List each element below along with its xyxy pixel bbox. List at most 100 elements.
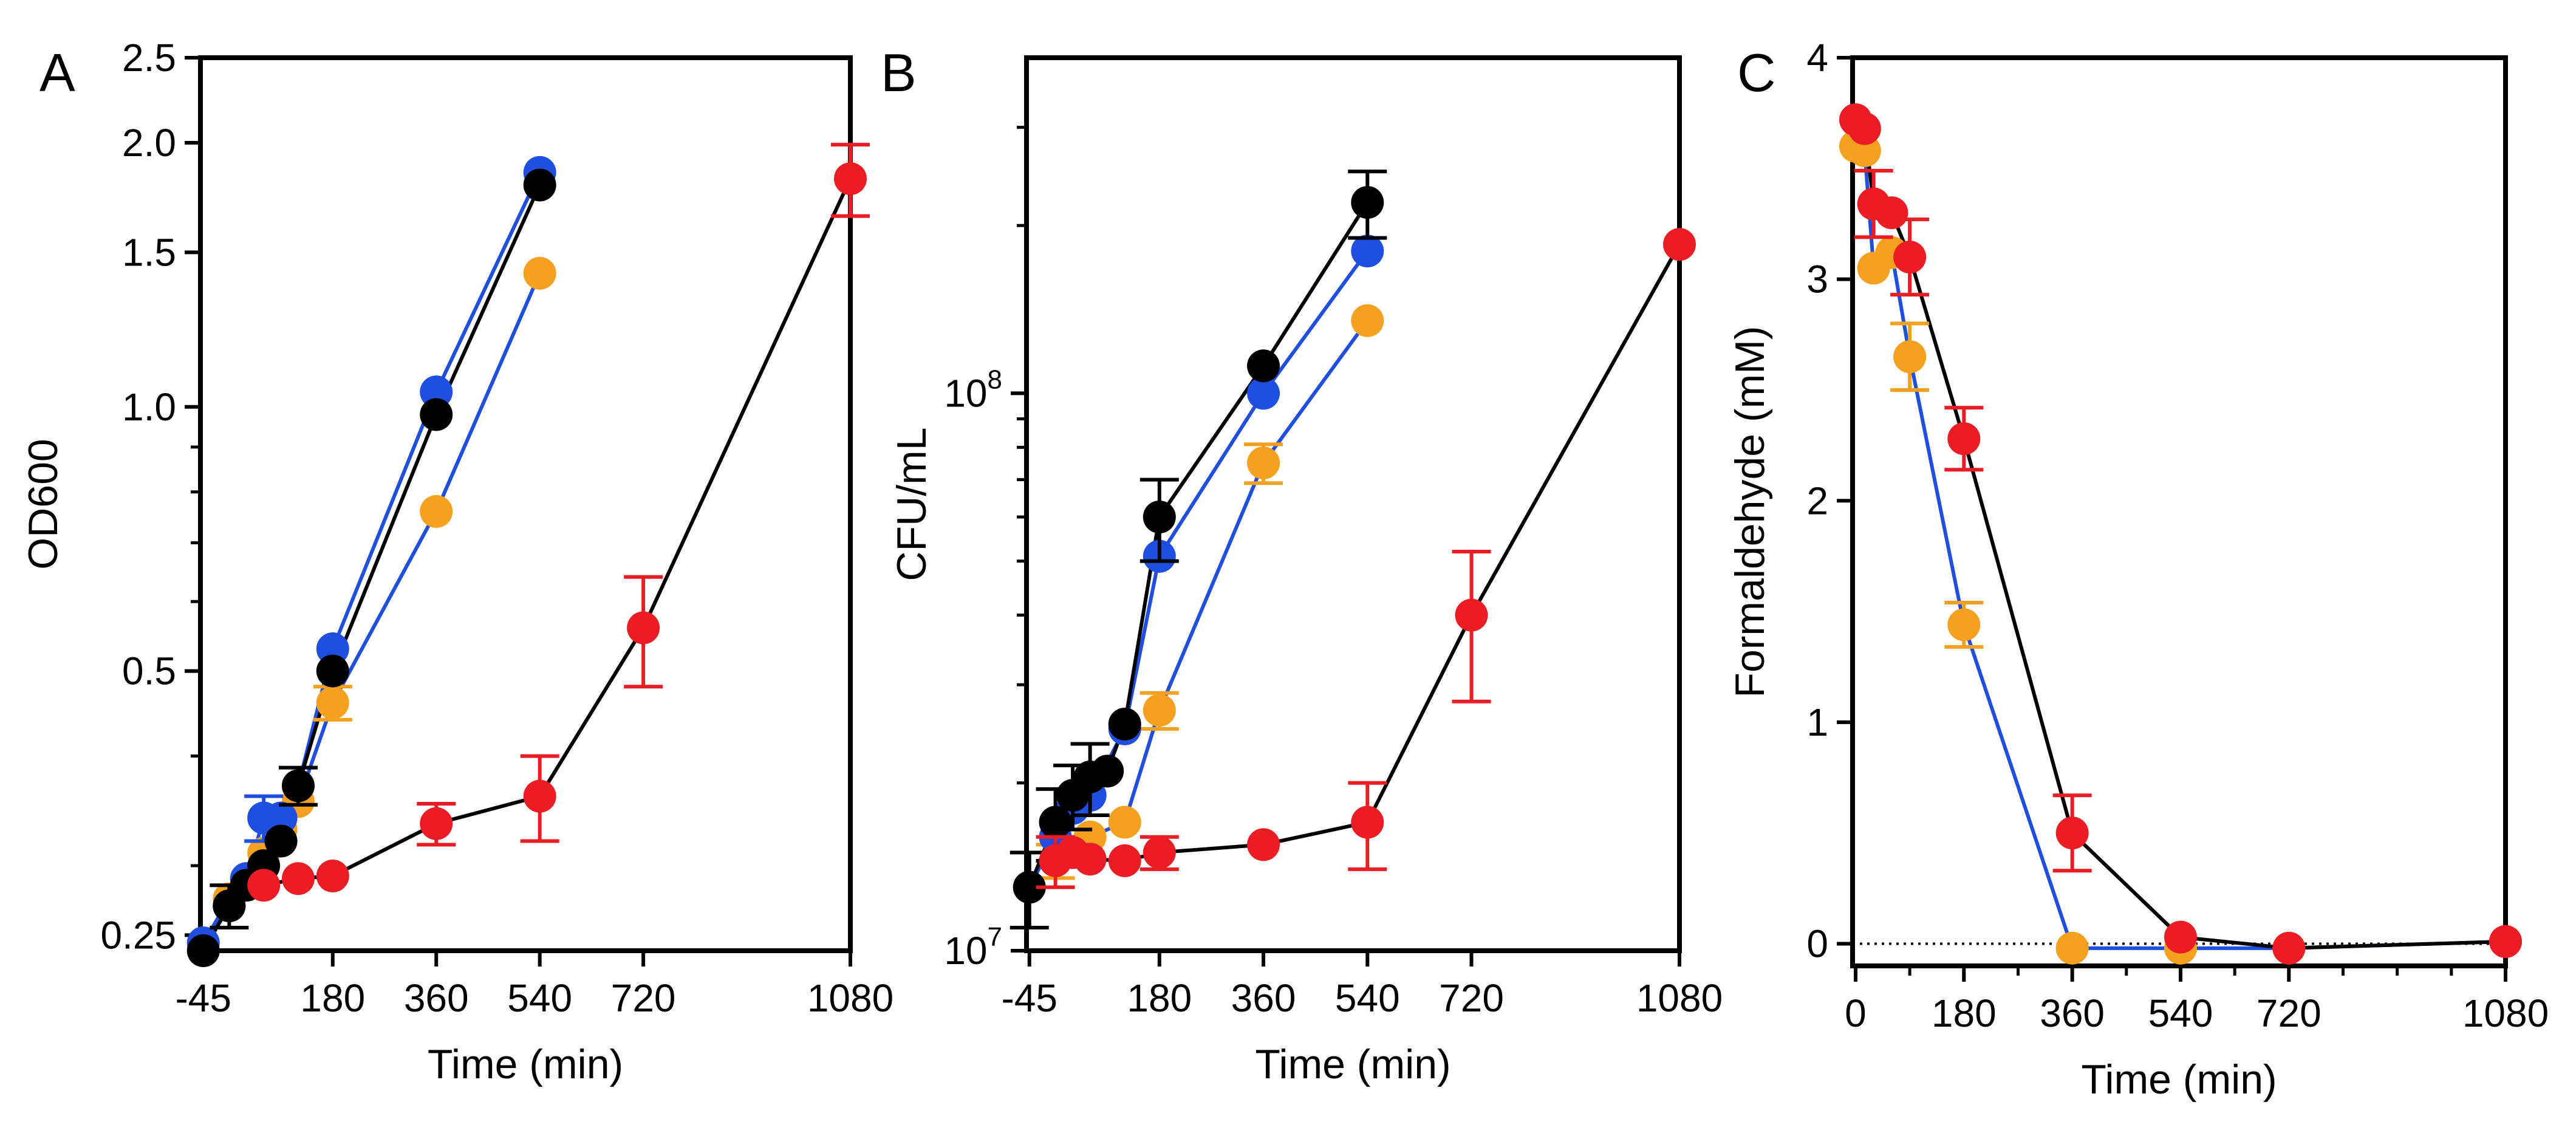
panel-letter: A [39, 43, 75, 103]
series-markers [186, 143, 870, 967]
data-point-orange [1947, 608, 1981, 642]
data-point-orange [1247, 447, 1280, 480]
data-point-black [1013, 871, 1046, 904]
data-point-red [1455, 598, 1488, 632]
data-point-red [2489, 925, 2522, 958]
y-tick-label-exponent: 8 [988, 364, 1002, 394]
x-tick-label: 180 [1932, 991, 1997, 1035]
data-point-black [264, 824, 298, 858]
x-axis-title: Time (min) [428, 1041, 623, 1087]
y-tick-label-base: 10 [944, 929, 987, 973]
x-tick-label: -45 [175, 976, 231, 1020]
data-point-red [281, 862, 315, 895]
data-point-red [1663, 228, 1696, 261]
x-tick-label: -45 [1002, 976, 1058, 1020]
y-tick-label: 0 [1806, 922, 1828, 966]
x-tick-label: 720 [2257, 991, 2321, 1035]
x-tick-label: 720 [611, 976, 676, 1020]
data-point-orange [1893, 340, 1927, 374]
x-tick-label: 540 [507, 976, 572, 1020]
data-point-red [1947, 422, 1981, 456]
data-point-black [1091, 754, 1124, 788]
data-point-red [1351, 806, 1384, 839]
data-point-red [1848, 112, 1881, 145]
series-line-orange [1854, 145, 2506, 950]
data-point-red [627, 611, 660, 645]
x-tick-label: 180 [300, 976, 365, 1020]
plot-frame [1850, 55, 2508, 968]
data-point-red [2164, 920, 2197, 954]
data-point-red [1143, 836, 1176, 869]
y-tick-label: 0.25 [100, 913, 176, 957]
x-tick-label: 1080 [807, 976, 893, 1020]
data-point-orange [2055, 931, 2089, 965]
data-point-black [523, 168, 556, 202]
data-point-black [1351, 186, 1384, 219]
data-point-orange [1108, 806, 1141, 839]
data-point-orange [523, 256, 556, 290]
data-point-orange [1351, 304, 1384, 337]
series-markers [1839, 103, 2522, 965]
data-point-red [834, 162, 867, 196]
y-tick-label: 2.0 [122, 121, 176, 165]
y-tick-label-exponent: 7 [988, 922, 1002, 952]
panel-letter: C [1737, 43, 1776, 103]
data-point-black [1143, 500, 1176, 533]
data-point-blue [1351, 234, 1384, 268]
data-point-red [420, 807, 453, 840]
y-tick-label: 3 [1806, 258, 1828, 301]
data-point-blue [1247, 377, 1280, 410]
data-point-black [1247, 349, 1280, 383]
data-point-red [1893, 241, 1927, 274]
plot-frame [198, 55, 853, 953]
y-axis-title: Formaldehyde (mM) [1727, 326, 1773, 697]
x-tick-label: 180 [1127, 976, 1192, 1020]
y-tick-label: 1 [1806, 700, 1828, 744]
x-tick-label: 0 [1845, 991, 1867, 1035]
y-tick-label: 1.0 [122, 385, 176, 429]
data-point-red [2055, 816, 2089, 850]
data-point-black [186, 934, 220, 967]
y-axis-title: CFU/mL [889, 427, 935, 581]
data-point-red [1073, 843, 1107, 876]
series-markers [1010, 169, 1696, 930]
series-line-black [202, 184, 542, 952]
data-point-black [281, 769, 315, 802]
y-tick-label: 4 [1806, 36, 1828, 80]
data-point-blue [420, 375, 453, 409]
plot-frame [1024, 55, 1682, 953]
y-axis-title: OD600 [20, 439, 66, 569]
x-tick-label: 360 [1231, 976, 1296, 1020]
x-tick-label: 540 [1335, 976, 1400, 1020]
series-lines [202, 171, 852, 952]
x-tick-label: 1080 [2462, 991, 2549, 1035]
panel-c: C 0 180 360 540 720 1080 0 1 2 3 4 Time (min) Formald… [1727, 36, 2549, 1103]
data-point-red [316, 859, 349, 892]
data-point-red [2272, 931, 2306, 965]
x-axis-title: Time (min) [1255, 1041, 1450, 1087]
y-tick-label: 1.5 [122, 230, 176, 274]
data-point-orange [1143, 694, 1176, 727]
y-tick-label: 0.5 [122, 649, 176, 693]
x-axis-title: Time (min) [2081, 1056, 2277, 1103]
data-point-red [1875, 196, 1908, 230]
y-tick-label: 107 [944, 922, 1002, 973]
x-tick-label: 540 [2148, 991, 2213, 1035]
y-tick-label: 2.5 [122, 36, 176, 80]
series-lines [1854, 118, 2506, 950]
series-line-red [263, 177, 852, 888]
y-tick-label-base: 10 [944, 371, 987, 415]
x-tick-label: 360 [404, 976, 469, 1020]
data-point-red [247, 869, 281, 902]
y-tick-label: 108 [944, 364, 1002, 415]
data-point-red [1247, 828, 1280, 861]
series-line-red [1854, 118, 2506, 950]
data-point-orange [316, 686, 349, 719]
data-point-red [523, 779, 556, 813]
data-point-orange [420, 494, 453, 528]
x-tick-label: 1080 [1636, 976, 1723, 1020]
data-point-black [420, 398, 453, 431]
data-point-blue [264, 801, 298, 835]
data-point-black [1039, 806, 1072, 839]
